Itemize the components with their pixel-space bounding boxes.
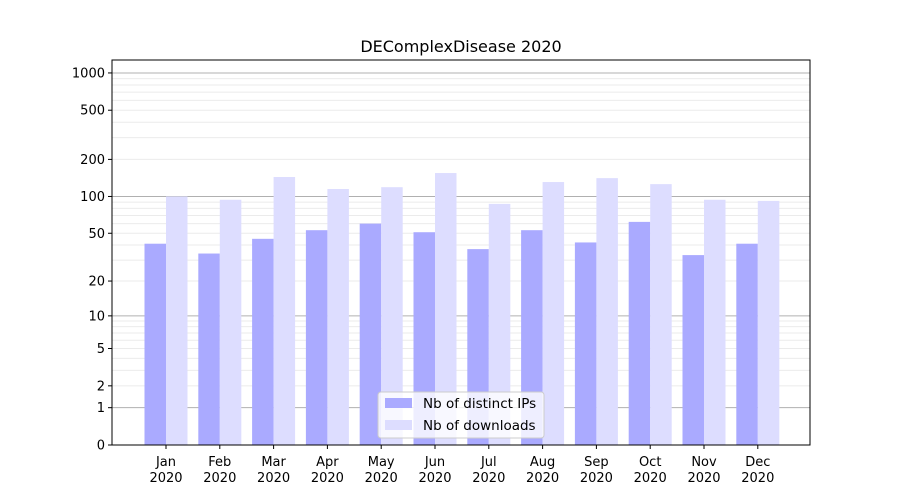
bar-downloads bbox=[542, 182, 565, 445]
bar-downloads bbox=[219, 199, 242, 445]
y-tick-label: 1000 bbox=[72, 66, 105, 81]
bar-downloads bbox=[650, 184, 672, 445]
y-tick-label: 5 bbox=[97, 342, 105, 357]
bar-downloads bbox=[757, 200, 780, 445]
y-tick-label: 50 bbox=[88, 227, 105, 242]
y-tick-label: 100 bbox=[80, 190, 105, 205]
x-tick-label: Apr 2020 bbox=[311, 455, 344, 486]
bar-downloads bbox=[381, 187, 403, 445]
bars bbox=[144, 173, 780, 446]
bar-downloads bbox=[327, 189, 349, 445]
y-axis: 0 1 2 5 10 20 50 100 200 500 1000 bbox=[72, 66, 112, 454]
y-tick-label: 500 bbox=[80, 104, 105, 119]
x-tick-label: Jun 2020 bbox=[418, 455, 451, 486]
x-tick-label: Aug 2020 bbox=[526, 455, 559, 486]
x-axis: Jan 2020 Feb 2020 Mar 2020 Apr 2020 May 2020 Jun 20… bbox=[149, 445, 774, 486]
bar-ips bbox=[144, 243, 166, 445]
chart-title: DEComplexDisease 2020 bbox=[360, 37, 561, 56]
x-tick-label: Sep 2020 bbox=[580, 455, 613, 486]
bar-downloads bbox=[166, 196, 188, 445]
y-tick-label: 10 bbox=[88, 309, 105, 324]
x-tick-label: Jan 2020 bbox=[149, 455, 182, 486]
bar-ips bbox=[574, 242, 597, 445]
bar-ips bbox=[252, 238, 274, 445]
bar-downloads bbox=[488, 203, 511, 445]
y-tick-label: 200 bbox=[80, 153, 105, 168]
bar-ips bbox=[521, 230, 543, 445]
x-tick-label: Jul 2020 bbox=[472, 455, 505, 486]
bar-ips bbox=[736, 243, 758, 445]
legend-swatch-downloads bbox=[385, 420, 412, 430]
bar-downloads bbox=[596, 178, 618, 445]
bar-downloads bbox=[273, 176, 296, 446]
plot-frame bbox=[111, 59, 811, 446]
bar-downloads bbox=[704, 199, 726, 445]
bar-ips bbox=[682, 255, 704, 445]
y-tick-label: 1 bbox=[97, 401, 105, 416]
legend-swatch-ips bbox=[385, 398, 412, 408]
bar-ips bbox=[359, 223, 382, 445]
bar-ips bbox=[305, 230, 328, 445]
x-tick-label: Mar 2020 bbox=[257, 455, 290, 486]
x-tick-label: Dec 2020 bbox=[741, 455, 774, 486]
legend-label-ips: Nb of distinct IPs bbox=[423, 396, 536, 412]
x-tick-label: Feb 2020 bbox=[203, 455, 236, 486]
bar-ips bbox=[628, 221, 651, 445]
x-tick-label: Oct 2020 bbox=[634, 455, 667, 486]
bar-ips bbox=[198, 253, 220, 445]
bar-downloads bbox=[435, 173, 457, 445]
y-tick-label: 2 bbox=[97, 379, 105, 394]
x-tick-label: Nov 2020 bbox=[687, 455, 720, 486]
x-tick-label: May 2020 bbox=[365, 455, 398, 486]
legend: Nb of distinct IPs Nb of downloads bbox=[377, 391, 545, 439]
legend-label-downloads: Nb of downloads bbox=[423, 418, 536, 434]
y-tick-label: 20 bbox=[88, 275, 105, 290]
y-tick-label: 0 bbox=[97, 439, 105, 454]
